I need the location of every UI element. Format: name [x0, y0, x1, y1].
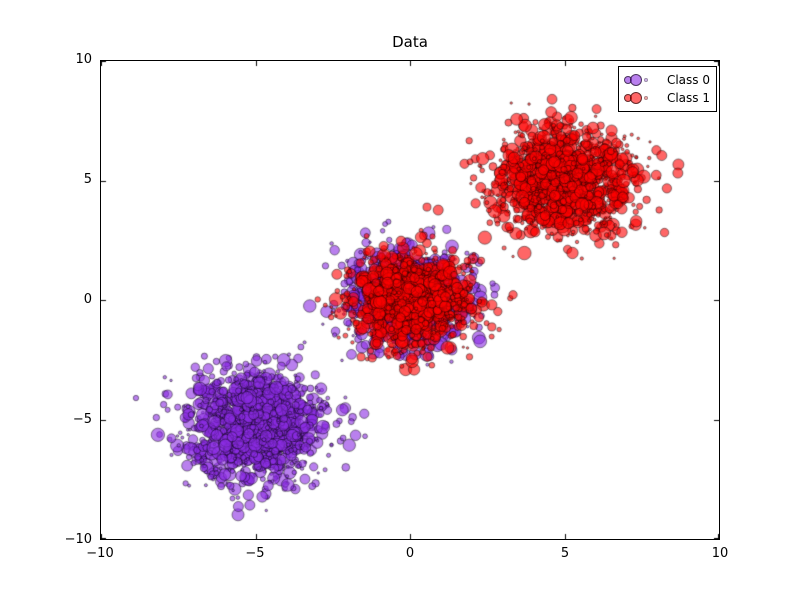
x-tick-label: 5	[560, 546, 570, 561]
legend-markers-class-1	[624, 92, 656, 104]
y-tick-label: −10	[64, 532, 92, 547]
scatter-canvas	[101, 61, 719, 539]
legend-label-class-1: Class 1	[666, 91, 710, 105]
y-tick-label: −5	[72, 412, 92, 427]
plot-area	[100, 60, 720, 540]
scatter-marker-icon	[630, 74, 642, 86]
y-tick-label: 10	[75, 52, 92, 67]
legend: Class 0 Class 1	[618, 66, 717, 112]
chart-title: Data	[392, 33, 428, 51]
legend-entry-class-1: Class 1	[624, 89, 710, 107]
x-tick-label: 10	[711, 546, 729, 561]
legend-markers-class-0	[624, 74, 656, 86]
scatter-marker-icon	[644, 78, 648, 82]
legend-entry-class-0: Class 0	[624, 71, 710, 89]
x-tick-label: −10	[86, 546, 114, 561]
y-tick-label: 5	[83, 172, 92, 187]
x-tick-label: −5	[245, 546, 265, 561]
legend-label-class-0: Class 0	[666, 73, 710, 87]
scatter-marker-icon	[644, 96, 648, 100]
x-tick-label: 0	[405, 546, 415, 561]
y-tick-label: 0	[83, 292, 92, 307]
scatter-marker-icon	[630, 92, 642, 104]
